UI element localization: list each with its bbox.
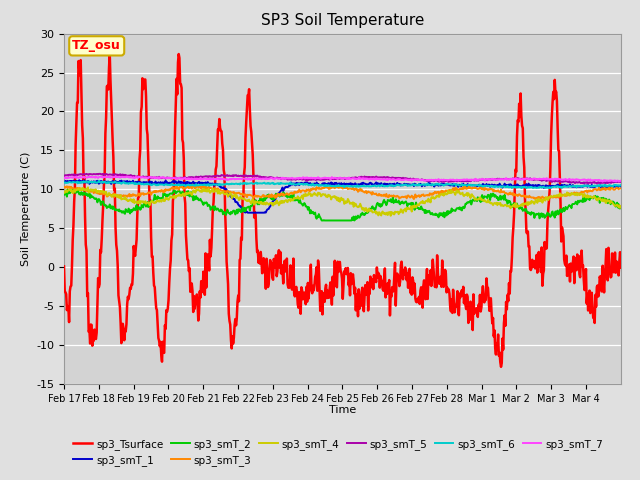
- X-axis label: Time: Time: [329, 405, 356, 415]
- Title: SP3 Soil Temperature: SP3 Soil Temperature: [260, 13, 424, 28]
- Y-axis label: Soil Temperature (C): Soil Temperature (C): [20, 152, 31, 266]
- Legend: sp3_Tsurface, sp3_smT_1, sp3_smT_2, sp3_smT_3, sp3_smT_4, sp3_smT_5, sp3_smT_6, : sp3_Tsurface, sp3_smT_1, sp3_smT_2, sp3_…: [69, 435, 607, 470]
- Text: TZ_osu: TZ_osu: [72, 39, 121, 52]
